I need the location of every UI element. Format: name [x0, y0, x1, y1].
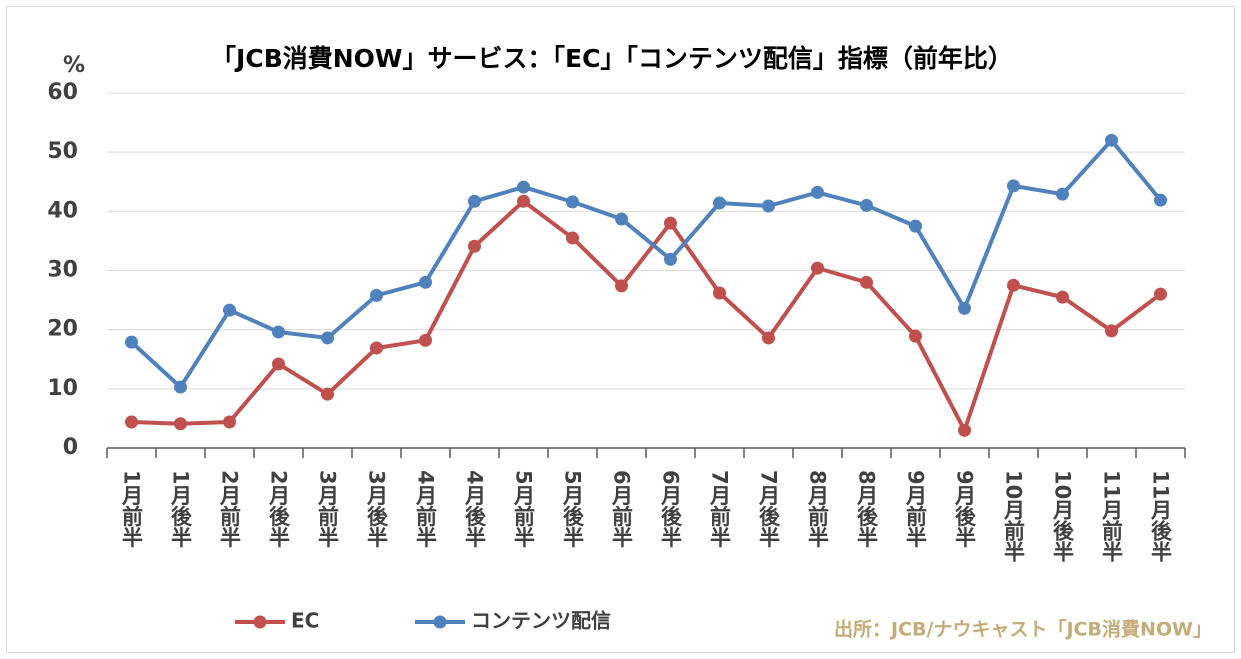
x-tick-label: 3月後半 — [365, 470, 390, 548]
y-tick-label: 10 — [47, 376, 78, 401]
point — [517, 194, 530, 208]
point — [1056, 290, 1069, 304]
x-tick-label: 11月前半 — [1100, 470, 1125, 563]
point — [1105, 133, 1118, 147]
source-note: 出所：JCB/ナウキャスト「JCB消費NOW」 — [834, 618, 1212, 641]
x-tick-label: 10月後半 — [1051, 470, 1076, 563]
x-tick-label: 7月前半 — [708, 470, 733, 548]
point — [1056, 187, 1069, 201]
legend-label: コンテンツ配信 — [471, 609, 611, 633]
point — [1007, 179, 1020, 193]
point — [1105, 324, 1118, 338]
point — [958, 423, 971, 437]
y-axis-label: % — [63, 53, 85, 78]
x-tick-label: 4月後半 — [463, 470, 488, 548]
x-tick-label: 4月前半 — [414, 470, 439, 548]
point — [1007, 278, 1020, 292]
x-tick-label: 5月後半 — [561, 470, 586, 548]
point — [713, 286, 726, 300]
x-tick-label: 3月前半 — [316, 470, 341, 548]
point — [860, 198, 873, 212]
point — [370, 288, 383, 302]
point — [762, 331, 775, 345]
point — [174, 417, 187, 431]
point — [272, 325, 285, 339]
y-tick-label: 60 — [47, 80, 78, 105]
x-tick-label: 5月前半 — [512, 470, 537, 548]
point — [370, 341, 383, 355]
point — [811, 185, 824, 199]
x-tick-label: 2月前半 — [218, 470, 243, 548]
point — [468, 239, 481, 253]
point — [1154, 193, 1167, 207]
point — [566, 195, 579, 209]
y-tick-label: 50 — [47, 139, 78, 164]
x-tick-label: 6月前半 — [610, 470, 635, 548]
point — [223, 303, 236, 317]
y-tick-label: 0 — [63, 435, 78, 460]
x-tick-label: 11月後半 — [1149, 470, 1174, 563]
point — [517, 180, 530, 194]
point — [468, 194, 481, 208]
point — [223, 415, 236, 429]
point — [762, 199, 775, 213]
point — [566, 231, 579, 245]
x-tick-label: 10月前半 — [1002, 470, 1027, 563]
point — [272, 357, 285, 371]
x-tick-label: 9月前半 — [904, 470, 929, 548]
point — [419, 275, 432, 289]
point — [321, 331, 334, 345]
x-tick-label: 2月後半 — [267, 470, 292, 548]
point — [664, 216, 677, 230]
point — [909, 219, 922, 233]
x-tick-label: 8月前半 — [806, 470, 831, 548]
point — [811, 261, 824, 275]
point — [615, 212, 628, 226]
legend-marker — [253, 615, 267, 629]
y-tick-label: 20 — [47, 317, 78, 342]
series-line — [130, 138, 1163, 390]
point — [174, 380, 187, 394]
y-tick-label: 40 — [47, 198, 78, 223]
legend-marker — [433, 615, 447, 629]
x-tick-label: 7月後半 — [757, 470, 782, 548]
point — [1154, 287, 1167, 301]
x-tick-label: 9月後半 — [953, 470, 978, 548]
chart-title: 「JCB消費NOW」サービス：「EC」「コンテンツ配信」指標（前年比） — [211, 44, 1013, 73]
y-tick-label: 30 — [47, 258, 78, 283]
point — [321, 387, 334, 401]
point — [125, 335, 138, 349]
point — [909, 329, 922, 343]
x-tick-label: 1月後半 — [169, 470, 194, 548]
x-tick-label: 8月後半 — [855, 470, 880, 548]
point — [664, 252, 677, 266]
legend-label: EC — [291, 609, 319, 633]
point — [615, 279, 628, 293]
x-tick-label: 1月前半 — [120, 470, 145, 548]
point — [958, 301, 971, 315]
point — [125, 415, 138, 429]
series-line — [131, 199, 1162, 433]
point — [860, 275, 873, 289]
x-tick-label: 6月後半 — [659, 470, 684, 548]
point — [419, 333, 432, 347]
point — [713, 196, 726, 210]
